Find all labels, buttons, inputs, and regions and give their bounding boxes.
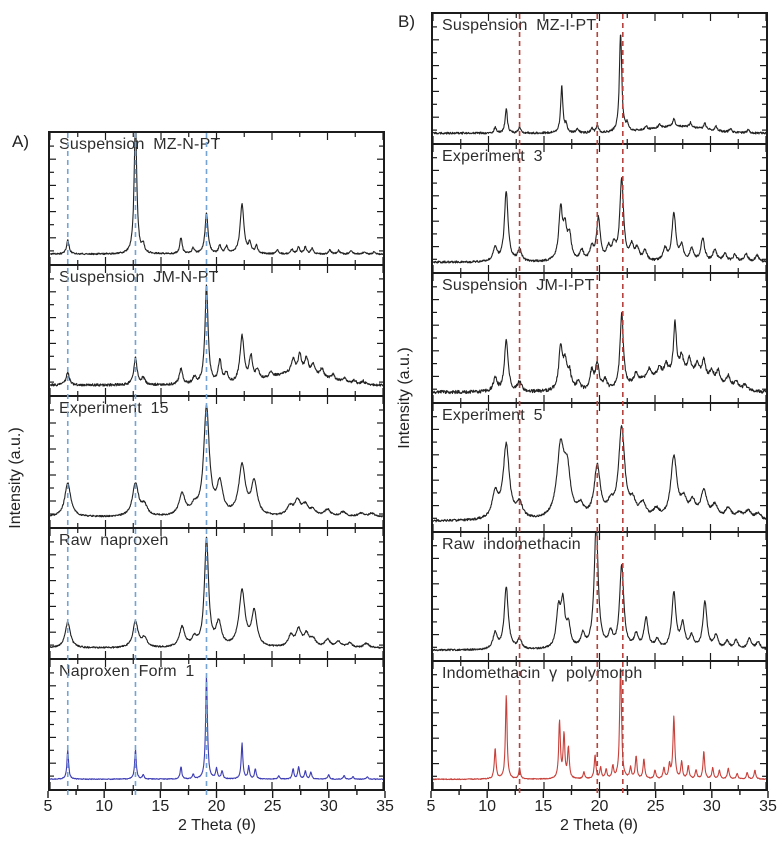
x-tick-label: 10 — [478, 798, 497, 815]
x-tick-label: 20 — [207, 798, 226, 815]
subplot-b-1: Suspension MZ-I-PT — [433, 14, 766, 143]
x-tick-label: 30 — [319, 798, 338, 815]
trace-label: Suspension JM-I-PT — [442, 277, 595, 294]
trace-label: Suspension MZ-N-PT — [59, 136, 221, 153]
xrd-trace — [50, 397, 383, 527]
x-tick-label: 15 — [534, 798, 553, 815]
trace-label: Suspension JM-N-PT — [59, 269, 219, 286]
xrd-trace — [50, 133, 383, 264]
trace-label: Indomethacin γ polymorph — [442, 665, 643, 682]
xrd-trace — [50, 660, 383, 789]
panel-b-x-axis-title: 2 Theta (θ) — [560, 817, 638, 834]
subplot-a-4: Raw naproxen — [50, 527, 383, 658]
trace-label: Naproxen Form 1 — [59, 663, 195, 680]
subplot-b-3: Suspension JM-I-PT — [433, 272, 766, 402]
subplot-a-1: Suspension MZ-N-PT — [50, 133, 383, 264]
xrd-trace — [50, 529, 383, 658]
panel-a-y-axis-label: Intensity (a.u.) — [7, 427, 24, 529]
xrd-trace — [433, 404, 766, 531]
panel-a-x-axis-title: 2 Theta (θ) — [178, 817, 256, 834]
panel-b-y-axis-label: Intensity (a.u.) — [396, 347, 413, 449]
xrd-trace — [433, 662, 766, 789]
x-tick-label: 5 — [43, 798, 53, 815]
panel-a: Suspension MZ-N-PT Suspension JM-N-PT Expe… — [48, 131, 385, 797]
subplot-a-3: Experiment 15 — [50, 395, 383, 527]
x-tick-label: 5 — [426, 798, 436, 815]
trace-label: Experiment 15 — [59, 400, 169, 417]
subplot-b-2: Experiment 3 — [433, 143, 766, 272]
x-tick-label: 35 — [759, 798, 777, 815]
trace-label: Suspension MZ-I-PT — [442, 17, 597, 34]
panel-b-tag: B) — [398, 12, 415, 31]
xrd-trace — [433, 14, 766, 143]
x-tick-label: 25 — [263, 798, 282, 815]
trace-label: Raw naproxen — [59, 532, 169, 549]
x-tick-label: 20 — [590, 798, 609, 815]
x-tick-label: 30 — [702, 798, 721, 815]
x-axis-outward-ticks — [47, 791, 386, 798]
subplot-b-4: Experiment 5 — [433, 402, 766, 531]
x-tick-label: 15 — [151, 798, 170, 815]
x-tick-label: 35 — [376, 798, 394, 815]
panel-b-plots: Suspension MZ-I-PT Experiment 3 Suspension… — [433, 14, 766, 789]
xrd-trace — [433, 145, 766, 272]
subplot-b-5: Raw indomethacin — [433, 531, 766, 660]
xrd-trace — [50, 266, 383, 395]
x-tick-label: 10 — [95, 798, 114, 815]
trace-label: Experiment 3 — [442, 148, 543, 165]
trace-label: Raw indomethacin — [442, 536, 581, 553]
x-axis-outward-ticks — [430, 791, 769, 798]
x-tick-label: 25 — [646, 798, 665, 815]
panel-a-plots: Suspension MZ-N-PT Suspension JM-N-PT Expe… — [50, 133, 383, 789]
xrd-trace — [433, 274, 766, 402]
panel-a-tag: A) — [12, 132, 29, 151]
xrd-trace — [433, 533, 766, 660]
subplot-b-6: Indomethacin γ polymorph — [433, 660, 766, 789]
trace-label: Experiment 5 — [442, 407, 543, 424]
subplot-a-5: Naproxen Form 1 — [50, 658, 383, 789]
panel-b: Suspension MZ-I-PT Experiment 3 Suspension… — [431, 12, 768, 797]
subplot-a-2: Suspension JM-N-PT — [50, 264, 383, 395]
